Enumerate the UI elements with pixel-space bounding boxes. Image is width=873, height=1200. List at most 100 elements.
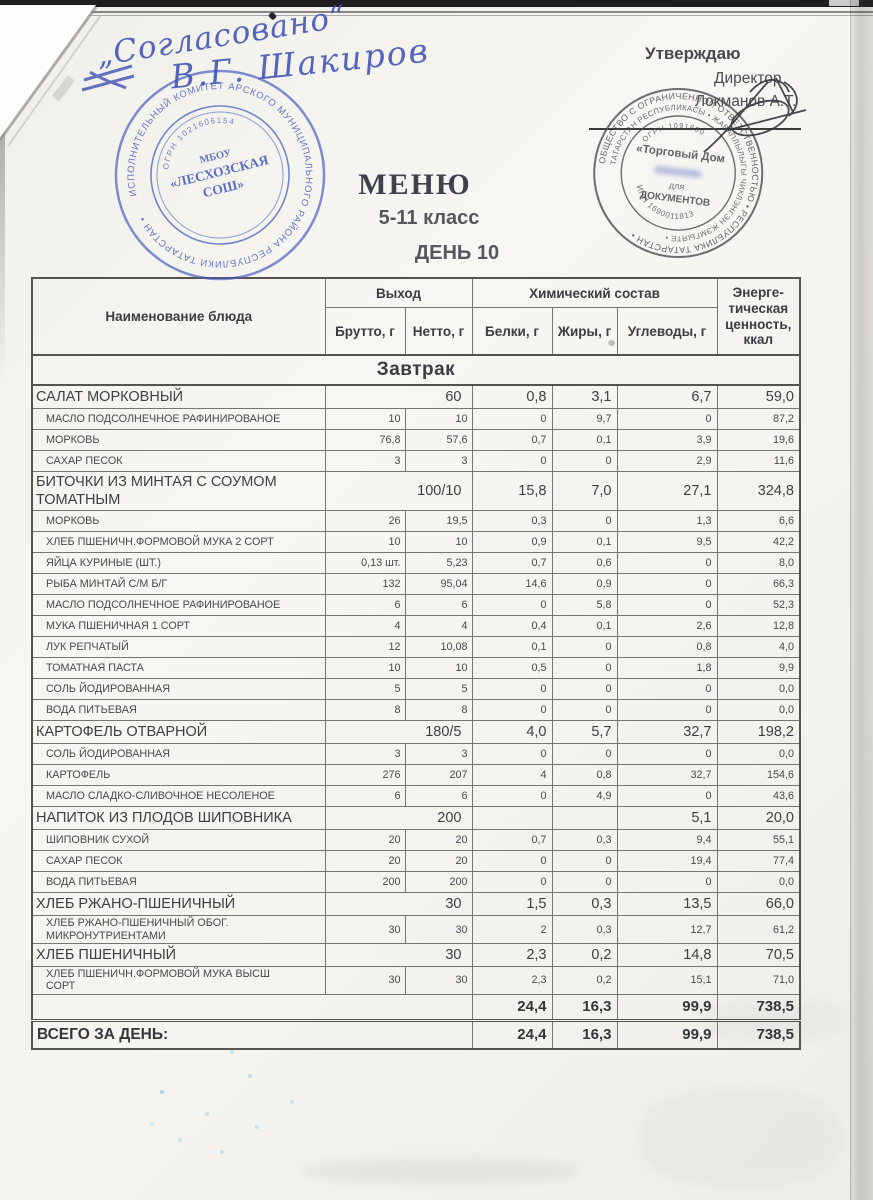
netto-value: 3 — [404, 743, 473, 766]
kcal-value: 77,4 — [716, 850, 801, 873]
protein-value: 0,7 — [471, 829, 553, 852]
carbs-value: 0 — [616, 594, 718, 617]
col-header-dish-name: Наименование блюда — [31, 277, 326, 356]
brutto-value: 6 — [324, 785, 406, 808]
dish-row: КАРТОФЕЛЬ ОТВАРНОЙ 180/5 4,0 5,7 32,7 198,2 — [31, 720, 801, 745]
fat-value: 0,9 — [551, 573, 618, 596]
dish-name: ХЛЕБ ПШЕНИЧНЫЙ — [31, 943, 326, 968]
total-row: ВСЕГО ЗА ДЕНЬ: 24,4 16,3 99,9 738,5 — [31, 1018, 801, 1050]
col-header-netto: Нетто, г — [404, 307, 473, 356]
subtotal-row: 24,4 16,3 99,9 738,5 — [31, 993, 801, 1021]
ingredient-name: ТОМАТНАЯ ПАСТА — [31, 657, 326, 680]
carbs-value: 32,7 — [616, 720, 718, 745]
brutto-value: 3 — [324, 743, 406, 766]
dish-output-value: 60 — [324, 384, 473, 409]
col-header-carbs: Углеводы, г — [616, 307, 718, 356]
fat-value: 3,1 — [551, 384, 618, 409]
subtotal-protein: 24,4 — [471, 993, 553, 1021]
dish-row: НАПИТОК ИЗ ПЛОДОВ ШИПОВНИКА 200 5,1 20,0 — [31, 806, 801, 831]
netto-value: 200 — [404, 871, 473, 894]
ingredient-row: МОРКОВЬ 26 19,5 0,3 0 1,3 6,6 — [31, 510, 801, 533]
protein-value: 2,3 — [471, 943, 553, 968]
netto-value: 10,08 — [404, 636, 473, 659]
brutto-value: 10 — [324, 657, 406, 680]
ingredient-row: ХЛЕБ ПШЕНИЧН.ФОРМОВОЙ МУКА ВЫСШ СОРТ 30 30… — [31, 966, 801, 995]
protein-value: 0 — [471, 408, 553, 430]
protein-value: 1,5 — [471, 892, 553, 917]
kcal-value: 70,5 — [716, 943, 801, 968]
protein-value: 14,6 — [471, 573, 553, 596]
brutto-value: 10 — [324, 408, 406, 430]
total-label: ВСЕГО ЗА ДЕНЬ: — [31, 1018, 473, 1050]
dish-name: САЛАТ МОРКОВНЫЙ — [31, 384, 326, 409]
carbs-value: 1,3 — [616, 510, 718, 533]
kcal-value: 43,6 — [716, 785, 801, 808]
dish-output-value: 180/5 — [324, 720, 473, 745]
scan-top-band — [0, 0, 873, 7]
carbs-value: 2,9 — [616, 450, 718, 472]
protein-value: 0,7 — [471, 429, 553, 451]
kcal-value: 198,2 — [716, 720, 801, 745]
ingredient-row: ШИПОВНИК СУХОЙ 20 20 0,7 0,3 9,4 55,1 — [31, 829, 801, 852]
protein-value: 0,4 — [471, 615, 553, 638]
kcal-value: 9,9 — [716, 657, 801, 680]
kcal-value: 154,6 — [716, 764, 801, 787]
carbs-value: 9,4 — [616, 829, 718, 852]
scan-smudge — [640, 1090, 840, 1185]
carbs-value: 6,7 — [616, 384, 718, 409]
kcal-value: 12,8 — [716, 615, 801, 638]
ingredient-row: ТОМАТНАЯ ПАСТА 10 10 0,5 0 1,8 9,9 — [31, 657, 801, 680]
ingredient-name: ХЛЕБ ПШЕНИЧН.ФОРМОВОЙ МУКА 2 СОРТ — [31, 531, 326, 554]
fat-value: 7,0 — [551, 470, 618, 512]
carbs-value: 2,6 — [616, 615, 718, 638]
kcal-value: 19,6 — [716, 429, 801, 451]
col-header-protein: Белки, г — [471, 307, 553, 356]
netto-value: 30 — [404, 915, 473, 945]
dish-output-value: 30 — [324, 892, 473, 917]
total-protein: 24,4 — [471, 1018, 553, 1050]
ingredient-name: ХЛЕБ РЖАНО-ПШЕНИЧНЫЙ ОБОГ. МИКРОНУТРИЕНТ… — [31, 915, 326, 945]
fat-value: 0 — [551, 510, 618, 533]
brutto-value: 10 — [324, 531, 406, 554]
fat-value: 0 — [551, 678, 618, 701]
brutto-value: 8 — [324, 699, 406, 722]
fat-value: 5,8 — [551, 594, 618, 617]
approve-label: Утверждаю — [645, 44, 741, 63]
fat-value: 0 — [551, 636, 618, 659]
netto-value: 6 — [404, 785, 473, 808]
carbs-value: 0,8 — [616, 636, 718, 659]
ingredient-name: МОРКОВЬ — [31, 429, 326, 451]
carbs-value: 0 — [616, 785, 718, 808]
folded-corner — [0, 5, 102, 147]
protein-value: 0 — [471, 450, 553, 472]
kcal-value: 11,6 — [716, 450, 801, 472]
ingredient-row: ХЛЕБ ПШЕНИЧН.ФОРМОВОЙ МУКА 2 СОРТ 10 10 0,9… — [31, 531, 801, 554]
carbs-value: 0 — [616, 743, 718, 766]
carbs-value: 9,5 — [616, 531, 718, 554]
carbs-value: 3,9 — [616, 429, 718, 451]
ingredient-row: САХАР ПЕСОК 3 3 0 0 2,9 11,6 — [31, 450, 801, 472]
subtotal-kcal: 738,5 — [716, 993, 801, 1021]
dish-row: БИТОЧКИ ИЗ МИНТАЯ С СОУМОМ ТОМАТНЫМ 100/1… — [31, 470, 801, 512]
netto-value: 10 — [404, 531, 473, 554]
ingredient-row: СОЛЬ ЙОДИРОВАННАЯ 5 5 0 0 0 0,0 — [31, 678, 801, 701]
protein-value: 4,0 — [471, 720, 553, 745]
dish-name: ХЛЕБ РЖАНО-ПШЕНИЧНЫЙ — [31, 892, 326, 917]
ingredient-name: ШИПОВНИК СУХОЙ — [31, 829, 326, 852]
dish-name: БИТОЧКИ ИЗ МИНТАЯ С СОУМОМ ТОМАТНЫМ — [31, 470, 326, 512]
ingredient-name: ХЛЕБ ПШЕНИЧН.ФОРМОВОЙ МУКА ВЫСШ СОРТ — [31, 966, 326, 995]
dish-row: САЛАТ МОРКОВНЫЙ 60 0,8 3,1 6,7 59,0 — [31, 384, 801, 409]
carbs-value: 14,8 — [616, 943, 718, 968]
kcal-value: 66,3 — [716, 573, 801, 596]
fat-value: 0,2 — [551, 943, 618, 968]
protein-value: 0,5 — [471, 657, 553, 680]
protein-value: 0,3 — [471, 510, 553, 533]
ingredient-row: ВОДА ПИТЬЕВАЯ 200 200 0 0 0 0,0 — [31, 871, 801, 894]
brutto-value: 26 — [324, 510, 406, 533]
netto-value: 57,6 — [404, 429, 473, 451]
kcal-value: 66,0 — [716, 892, 801, 917]
director-signature — [703, 77, 807, 153]
ingredient-name: РЫБА МИНТАЙ С/М Б/Г — [31, 573, 326, 596]
scan-line — [0, 11, 873, 13]
fat-value: 4,9 — [551, 785, 618, 808]
